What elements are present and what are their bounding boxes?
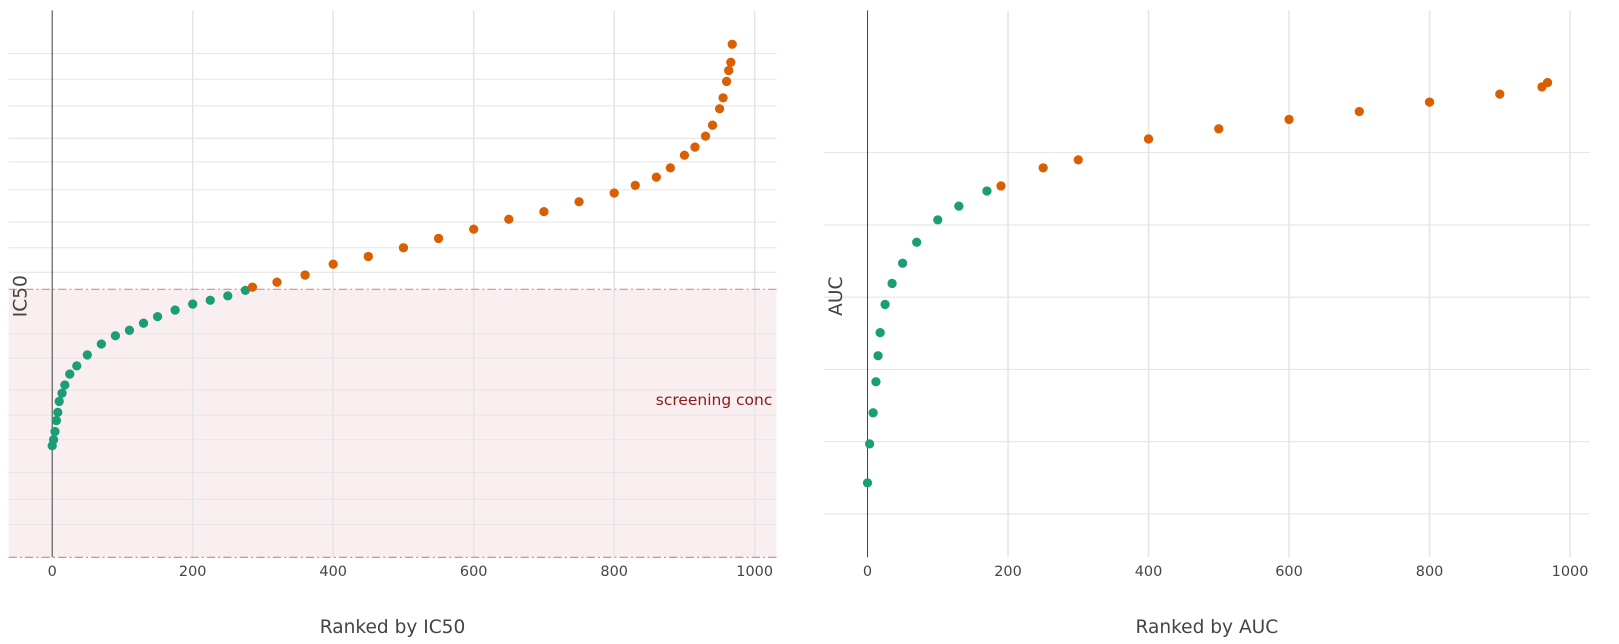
point	[170, 305, 180, 315]
point	[72, 361, 82, 371]
point	[679, 150, 690, 160]
point	[897, 258, 908, 268]
chart: 0 200 400 600 800 1000 screening conc IC50 Ranke…	[8, 10, 777, 638]
shaded-region	[8, 289, 777, 558]
point	[54, 396, 64, 407]
x-tick-label: 800	[1416, 564, 1444, 580]
point	[60, 380, 70, 390]
point	[1143, 134, 1154, 144]
x-tick-label: 600	[1275, 564, 1303, 580]
point	[982, 186, 992, 196]
point	[875, 327, 885, 338]
x-tick-label: 800	[600, 564, 628, 580]
point	[609, 188, 619, 198]
point	[247, 282, 258, 292]
point	[873, 351, 883, 361]
point	[96, 339, 107, 349]
point	[300, 270, 310, 280]
point	[469, 224, 479, 234]
point	[110, 331, 121, 341]
x-axis-title: Ranked by IC50	[320, 617, 466, 638]
point	[1284, 114, 1294, 125]
point	[727, 39, 737, 49]
point	[721, 76, 732, 87]
point	[726, 57, 736, 67]
x-tick-label: 0	[863, 564, 872, 580]
point	[124, 325, 135, 335]
point	[188, 299, 198, 309]
point	[433, 233, 444, 244]
point	[1354, 106, 1364, 117]
x-tick-label: 200	[179, 564, 207, 580]
point	[912, 237, 922, 247]
point	[138, 318, 149, 328]
point	[1214, 124, 1224, 134]
x-tick-label: 200	[994, 564, 1022, 580]
point	[933, 215, 943, 225]
y-axis-title: AUC	[826, 277, 847, 316]
point	[51, 415, 62, 426]
point	[1424, 97, 1435, 107]
x-tick-label: 600	[460, 564, 488, 580]
point	[1073, 155, 1083, 165]
point	[718, 93, 728, 103]
point	[65, 369, 75, 379]
point	[152, 311, 163, 322]
point	[539, 206, 549, 217]
point	[82, 350, 92, 360]
x-tick-label: 0	[48, 564, 57, 580]
x-tick-label: 1000	[736, 564, 773, 580]
point	[363, 251, 373, 262]
point	[868, 408, 878, 418]
point	[504, 214, 514, 224]
point	[996, 181, 1006, 191]
point	[690, 142, 700, 152]
x-tick-label: 400	[319, 564, 347, 580]
point	[880, 299, 890, 310]
point	[57, 388, 67, 398]
point	[954, 201, 964, 211]
chart: 0 200 400 600 800 1000 AUC Ranked by AUC	[823, 10, 1590, 638]
point	[700, 131, 711, 141]
point	[50, 426, 60, 437]
point	[714, 104, 725, 114]
point	[272, 277, 282, 287]
point	[1038, 163, 1048, 173]
point	[240, 285, 251, 296]
point	[53, 407, 63, 418]
point	[205, 295, 215, 305]
x-tick-label: 1000	[1552, 564, 1589, 580]
x-tick-label: 400	[1135, 564, 1163, 580]
point	[398, 243, 409, 253]
point	[1495, 89, 1505, 99]
point	[707, 120, 718, 130]
point	[871, 377, 881, 387]
point	[630, 180, 640, 191]
point	[223, 291, 233, 301]
point	[665, 163, 676, 173]
x-axis-title: Ranked by AUC	[1135, 617, 1278, 638]
point	[1542, 77, 1553, 88]
point	[48, 435, 59, 445]
point	[887, 278, 897, 289]
point	[864, 439, 875, 449]
point	[328, 259, 338, 269]
point	[651, 172, 661, 182]
point	[862, 478, 873, 488]
y-axis-title: IC50	[11, 275, 32, 317]
point	[724, 65, 734, 76]
annotation: screening conc	[656, 391, 773, 409]
point	[574, 197, 584, 207]
